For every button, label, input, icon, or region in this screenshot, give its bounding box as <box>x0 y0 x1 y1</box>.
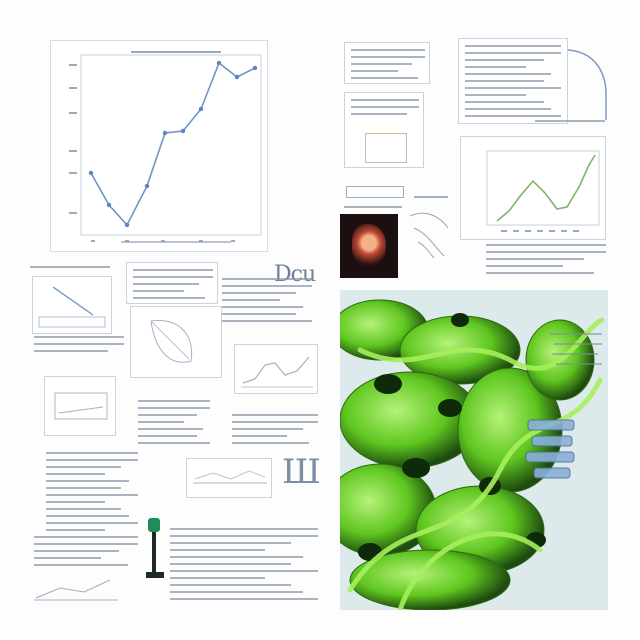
main-line-chart-panel <box>50 40 268 252</box>
center-mini-chart <box>241 356 313 388</box>
chart-card-left-2 <box>44 376 116 436</box>
arrow-diagram <box>38 286 106 328</box>
caption-lines-right <box>486 244 606 279</box>
text-card-top-middle <box>344 42 430 84</box>
protein-render-image <box>340 290 608 610</box>
left-text-lines-1 <box>34 336 124 357</box>
center-text-lines-3 <box>232 414 318 449</box>
bottom-center-lines <box>170 528 318 605</box>
header-fragment-left <box>346 186 404 198</box>
diagram-card-mid <box>344 92 424 168</box>
secondary-line-chart-panel <box>460 136 606 240</box>
caption-lines-top-right <box>535 120 605 127</box>
header-fragment-right <box>414 186 448 198</box>
mid-caption-lines <box>344 206 402 213</box>
bottom-left-chart <box>34 579 118 601</box>
microscope-icon <box>146 518 164 580</box>
text-card-top-right <box>458 38 568 124</box>
text-card-left-middle <box>126 262 218 304</box>
panel-glyph: Ш <box>282 452 321 492</box>
main-chart-x-label <box>121 241 231 243</box>
timeline-card <box>186 458 272 498</box>
main-line-chart <box>69 54 262 242</box>
left-header-lines <box>30 266 110 273</box>
headline-fragment: Dcu <box>274 262 316 287</box>
specimen-image <box>340 214 398 278</box>
diagram-card-left-1 <box>32 276 112 334</box>
sketch-card-left <box>130 306 222 378</box>
diagram-box <box>365 133 407 163</box>
left-bar-sketch <box>54 392 108 420</box>
protein-render <box>340 290 608 610</box>
mid-text-lines-1 <box>222 278 312 327</box>
bottom-left-lines <box>34 536 138 571</box>
bracket-connector <box>567 49 607 120</box>
chart-card-center <box>234 344 318 394</box>
secondary-line-chart <box>486 150 600 232</box>
center-text-lines-2 <box>138 400 210 449</box>
sketch-drawing <box>409 212 449 259</box>
timeline-graphic <box>193 470 267 484</box>
main-chart-title <box>131 43 221 53</box>
leaf-sketch <box>150 320 193 363</box>
left-text-lines-2 <box>46 452 138 536</box>
